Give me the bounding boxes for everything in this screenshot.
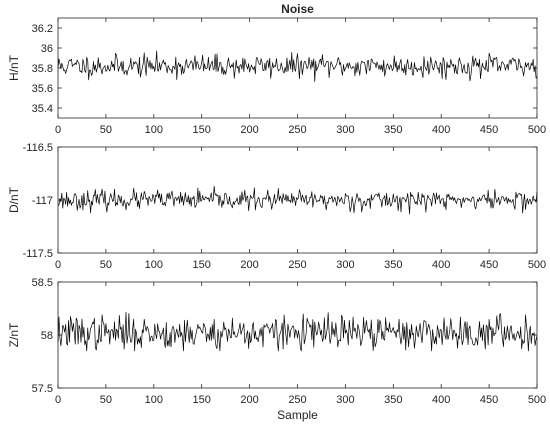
y-tick-label: 58.5 (32, 277, 53, 289)
x-tick-label: 250 (288, 124, 306, 136)
y-axis-label: D/nT (7, 186, 21, 213)
subplot-3: 0 50 100 150 200 250 300 350 400 450 500 57.5 58 58.5… (7, 277, 546, 422)
x-tick-label: 450 (480, 259, 498, 271)
noise-series-line (57, 311, 538, 352)
x-tick-label: 350 (384, 124, 402, 136)
x-tick-label: 250 (288, 259, 306, 271)
noise-series-line (57, 50, 538, 82)
x-tick-label: 0 (55, 394, 61, 406)
subplot-2: 0 50 100 150 200 250 300 350 400 450 500 -117.5 -117… (7, 142, 546, 271)
x-tick-label: 500 (528, 394, 546, 406)
x-tick-label: 200 (240, 394, 258, 406)
x-tick-label: 50 (100, 259, 112, 271)
x-tick-label: 50 (100, 124, 112, 136)
x-tick-label: 150 (193, 394, 211, 406)
subplot-1: 0 50 100 150 200 250 300 350 400 450 500 35.4 35.6 35… (7, 2, 546, 136)
y-tick-label: 36 (41, 43, 53, 55)
x-tick-label: 150 (193, 124, 211, 136)
y-tick-label: 57.5 (32, 383, 53, 395)
x-tick-label: 350 (384, 259, 402, 271)
y-tick-label: -116.5 (23, 142, 53, 154)
y-axis-label: Z/nT (7, 322, 21, 347)
y-tick-label: 58 (41, 330, 53, 342)
x-tick-label: 0 (55, 259, 61, 271)
y-axis-label: H/nT (7, 54, 21, 81)
x-tick-label: 500 (528, 259, 546, 271)
x-tick-label: 450 (480, 124, 498, 136)
x-tick-label: 400 (432, 124, 450, 136)
x-tick-label: 350 (384, 394, 402, 406)
y-tick-label: 36.2 (32, 23, 53, 35)
x-tick-label: 0 (55, 124, 61, 136)
y-tick-label: 35.4 (32, 103, 53, 115)
x-tick-label: 250 (288, 394, 306, 406)
x-tick-label: 100 (145, 259, 163, 271)
x-tick-label: 200 (240, 124, 258, 136)
y-tick-label: 35.6 (32, 83, 53, 95)
x-tick-label: 150 (193, 259, 211, 271)
x-tick-label: 100 (145, 394, 163, 406)
x-tick-label: 100 (145, 124, 163, 136)
noise-series-line (57, 185, 538, 215)
axes-box (57, 17, 538, 119)
y-tick-label: -117 (32, 195, 53, 207)
x-tick-label: 300 (336, 394, 354, 406)
x-tick-label: 200 (240, 259, 258, 271)
x-tick-label: 450 (480, 394, 498, 406)
x-tick-label: 50 (100, 394, 112, 406)
y-tick-label: -117.5 (23, 248, 53, 260)
x-tick-label: 400 (432, 394, 450, 406)
x-tick-label: 400 (432, 259, 450, 271)
x-tick-label: 300 (336, 259, 354, 271)
x-tick-label: 500 (528, 124, 546, 136)
x-tick-label: 300 (336, 124, 354, 136)
y-tick-label: 35.8 (32, 63, 53, 75)
chart-title: Noise (281, 2, 314, 16)
x-axis-label: Sample (277, 408, 318, 422)
